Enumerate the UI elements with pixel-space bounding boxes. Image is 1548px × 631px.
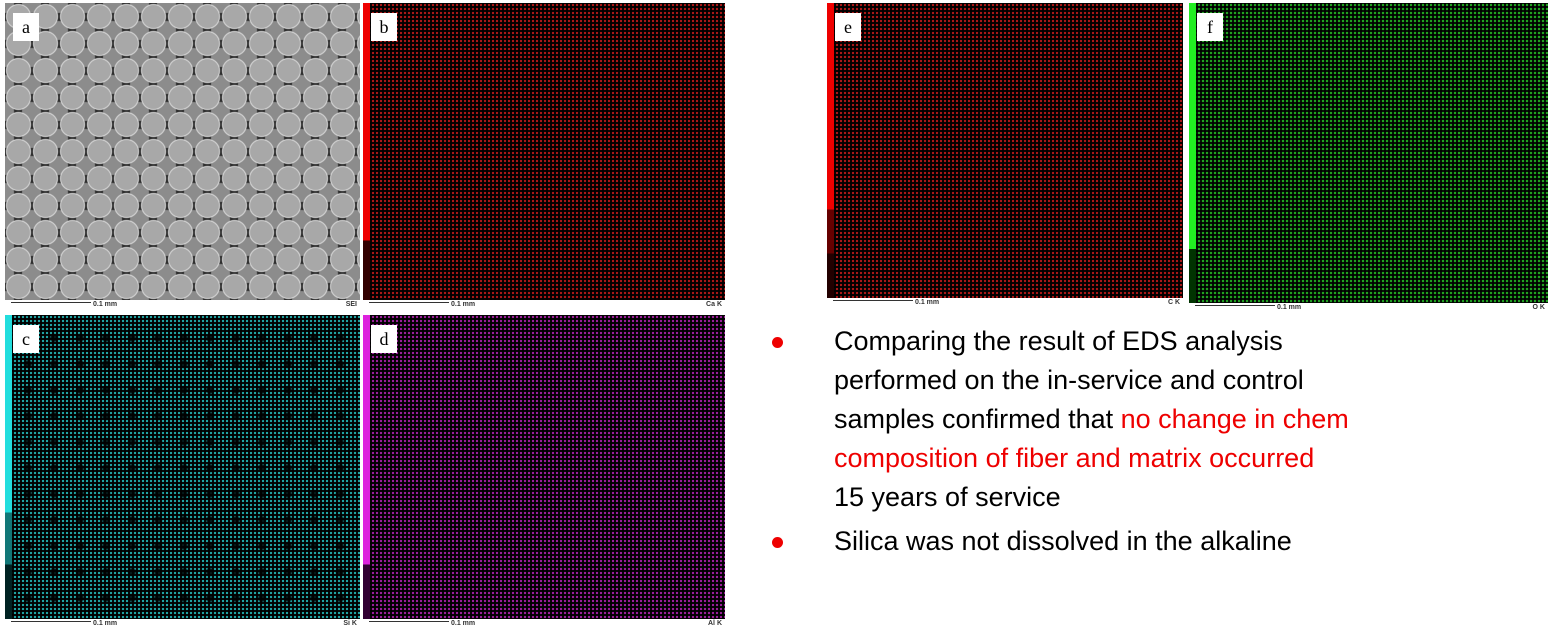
eds-map — [5, 315, 360, 619]
eds-map — [827, 3, 1183, 298]
scale-bar — [369, 302, 449, 303]
scale-bar — [11, 302, 91, 303]
sem-image — [5, 3, 360, 300]
scale-label: 0.1 mm — [915, 299, 940, 306]
panel-f: f 0.1 mm O K — [1189, 3, 1548, 315]
highlight-text: no change in chem — [1120, 404, 1349, 434]
bullet — [772, 337, 783, 348]
scale-label: 0.1 mm — [1277, 304, 1302, 311]
panel-letter: b — [371, 13, 397, 41]
scale-bar — [833, 300, 913, 301]
panel-a: a 0.1 mm SEI — [5, 3, 360, 312]
panel-footer: 0.1 mm SEI — [5, 300, 360, 312]
detector-label: Al K — [708, 620, 722, 627]
panel-letter: a — [13, 13, 39, 41]
panel-c: c 0.1 mm Si K — [5, 315, 360, 631]
panel-letter: e — [835, 13, 861, 41]
eds-map — [363, 3, 725, 300]
panel-footer: 0.1 mm Al K — [363, 619, 725, 631]
scale-label: 0.1 mm — [93, 620, 118, 627]
panel-footer: 0.1 mm C K — [827, 298, 1183, 310]
bullet — [772, 537, 783, 548]
scale-label: 0.1 mm — [451, 620, 476, 627]
scale-label: 0.1 mm — [93, 301, 118, 308]
detector-label: Ca K — [706, 301, 722, 308]
panel-e: e 0.1 mm C K — [827, 3, 1183, 310]
panel-letter: c — [13, 325, 39, 353]
color-bar — [363, 315, 370, 619]
detector-label: Si K — [343, 620, 357, 627]
detector-label: C K — [1167, 299, 1180, 306]
eds-map — [363, 315, 725, 619]
highlight-text: composition of fiber and matrix occurred — [834, 443, 1315, 473]
color-bar — [1189, 3, 1196, 303]
panel-letter: d — [371, 325, 397, 353]
panel-footer: 0.1 mm Si K — [5, 619, 360, 631]
bullet-text: Comparing the result of EDS analysis — [834, 326, 1283, 356]
panel-letter: f — [1197, 13, 1223, 41]
color-bar — [363, 3, 370, 300]
eds-map — [1189, 3, 1548, 303]
detector-label: O K — [1532, 304, 1545, 311]
panel-b: b 0.1 mm Ca K — [363, 3, 725, 312]
scale-bar — [1195, 305, 1275, 306]
panel-d: d 0.1 mm Al K — [363, 315, 725, 631]
color-bar — [5, 315, 12, 619]
scale-bar — [369, 621, 449, 622]
bullet-text: Silica was not dissolved in the alkaline — [834, 526, 1292, 556]
scale-label: 0.1 mm — [451, 301, 476, 308]
detector-label: SEI — [345, 301, 357, 308]
panel-footer: 0.1 mm Ca K — [363, 300, 725, 312]
bullet-text: 15 years of service — [834, 482, 1061, 512]
color-bar — [827, 3, 834, 298]
bullet-text: samples confirmed that no change in chem — [834, 404, 1349, 435]
text: samples confirmed that — [834, 404, 1121, 434]
bullet-text: performed on the in-service and control — [834, 365, 1304, 395]
panel-footer: 0.1 mm O K — [1189, 303, 1548, 315]
scale-bar — [11, 621, 91, 622]
